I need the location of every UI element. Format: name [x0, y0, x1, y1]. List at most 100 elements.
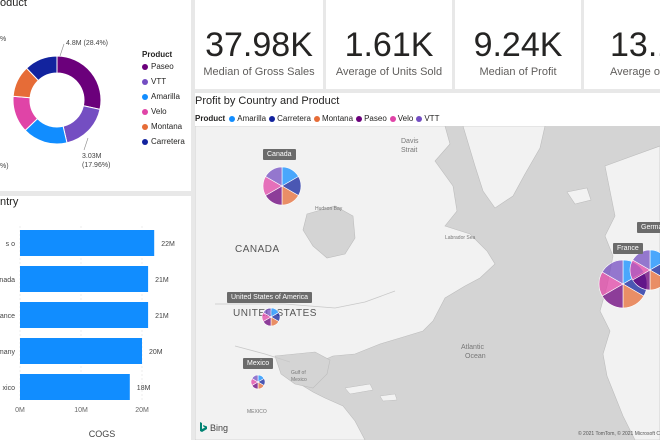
- map-legend-item-carretera[interactable]: Carretera: [269, 114, 311, 123]
- legend-label: Carretera: [151, 137, 185, 146]
- legend-dot-icon: [416, 115, 423, 122]
- donut-chart[interactable]: 4.8M (28.4%) 3.03M (17.96%)%)%: [0, 0, 191, 191]
- legend-dot-icon: [142, 63, 148, 70]
- bar-s-o[interactable]: [20, 230, 155, 256]
- card-label: Median of Gross Sales: [203, 66, 315, 78]
- legend-label: VTT: [424, 114, 440, 123]
- bar-ance[interactable]: [20, 302, 149, 328]
- legend-label: VTT: [151, 77, 167, 86]
- legend-label: Velo: [151, 107, 167, 116]
- donut-legend-item-carretera[interactable]: Carretera: [142, 137, 185, 146]
- bar-x-tick-label: 10M: [74, 407, 88, 414]
- map-legend-item-paseo[interactable]: Paseo: [356, 114, 387, 123]
- donut-legend-item-paseo[interactable]: Paseo: [142, 62, 185, 71]
- donut-legend-item-montana[interactable]: Montana: [142, 122, 185, 131]
- bar-many[interactable]: [20, 338, 142, 364]
- pie-marker-canada[interactable]: [262, 166, 302, 206]
- card-value: 13.1: [610, 26, 660, 64]
- legend-label: Amarilla: [151, 92, 180, 101]
- bar-category-label: nada: [0, 277, 15, 284]
- pie-slice: [649, 263, 660, 277]
- donut-data-label: 3.03M: [82, 153, 102, 160]
- bar-value-label: 22M: [161, 241, 175, 248]
- donut-data-label: (17.96%): [82, 162, 110, 169]
- card-label: Median of Profit: [479, 66, 557, 78]
- region-label-atlantic: Atlantic: [461, 344, 484, 351]
- legend-dot-icon: [269, 115, 276, 122]
- tooltip-france: France: [613, 243, 643, 254]
- legend-label: Montana: [321, 114, 354, 123]
- map-canvas[interactable]: CANADA UNITED STATES Davis Strait Hudson…: [195, 126, 660, 440]
- card-median-gross-sales: 37.98K Median of Gross Sales: [195, 0, 323, 89]
- map-copyright: © 2021 TomTom, © 2021 Microsoft C: [577, 431, 660, 437]
- legend-label: Paseo: [151, 62, 174, 71]
- pie-marker-germany[interactable]: [629, 249, 660, 291]
- map-legend: Product Amarilla Carretera Montana Paseo Vel…: [195, 114, 442, 123]
- bar-xico[interactable]: [20, 374, 130, 400]
- donut-legend-title: Product: [142, 50, 173, 59]
- tooltip-germany: Germa: [637, 222, 660, 233]
- legend-dot-icon: [229, 115, 236, 122]
- bar-chart[interactable]: 0M 10M 20M s o 22M nada 21M ance 21M many 20M xico 1…: [0, 196, 191, 440]
- donut-legend-item-velo[interactable]: Velo: [142, 107, 185, 116]
- donut-slice-carretera[interactable]: [25, 55, 58, 82]
- map-panel[interactable]: Profit by Country and Product Product Am…: [195, 93, 660, 440]
- pie-slice: [262, 307, 272, 318]
- donut-data-label: 4.8M (28.4%): [66, 40, 108, 47]
- map-legend-item-amarilla[interactable]: Amarilla: [229, 114, 266, 123]
- pie-slice: [251, 374, 259, 383]
- donut-leader-line: [59, 43, 65, 57]
- bar-category-label: many: [0, 349, 15, 356]
- bar-x-axis-label: COGS: [89, 429, 116, 439]
- legend-dot-icon: [142, 138, 148, 145]
- card-value: 1.61K: [344, 26, 434, 64]
- donut-chart-panel[interactable]: oduct 4.8M (28.4%) 3.03M (17.96%)%)% Produ…: [0, 0, 191, 191]
- legend-label: Montana: [151, 122, 183, 131]
- card-label: Average of Units Sold: [335, 66, 443, 78]
- bar-category-label: s o: [6, 241, 15, 248]
- bar-value-label: 18M: [137, 385, 151, 392]
- region-label-mexico: MEXICO: [247, 409, 267, 415]
- bar-value-label: 20M: [149, 349, 163, 356]
- donut-slice-paseo[interactable]: [56, 55, 102, 110]
- region-label-gulf-of: Gulf of: [291, 370, 306, 376]
- bar-category-label: ance: [0, 313, 15, 320]
- map-legend-item-vtt[interactable]: VTT: [416, 114, 439, 123]
- region-label-labrador-sea: Labrador Sea: [445, 235, 476, 241]
- legend-dot-icon: [142, 123, 148, 130]
- bar-chart-title: ntry: [0, 196, 19, 208]
- card-value: 9.24K: [473, 26, 563, 64]
- pie-marker-mexico[interactable]: [250, 374, 266, 390]
- region-label-canada: CANADA: [235, 244, 280, 255]
- bar-nada[interactable]: [20, 266, 149, 292]
- donut-data-label: %): [0, 163, 9, 170]
- map-legend-title: Product: [195, 114, 226, 123]
- map-title: Profit by Country and Product: [195, 95, 340, 107]
- map-pie-markers[interactable]: [195, 126, 660, 440]
- legend-label: Paseo: [364, 114, 387, 123]
- tooltip-mexico: Mexico: [243, 358, 274, 369]
- bar-x-tick-label: 0M: [15, 407, 25, 414]
- legend-label: Amarilla: [237, 114, 267, 123]
- donut-legend-item-vtt[interactable]: VTT: [142, 77, 185, 86]
- bar-x-tick-label: 20M: [135, 407, 149, 414]
- pie-marker-france[interactable]: [598, 259, 648, 309]
- map-legend-item-montana[interactable]: Montana: [313, 114, 354, 123]
- pie-marker-usa[interactable]: [261, 307, 281, 327]
- tooltip-canada: Canada: [263, 149, 296, 160]
- card-label: Average of D: [610, 66, 660, 78]
- donut-legend-item-amarilla[interactable]: Amarilla: [142, 92, 185, 101]
- pie-slice: [601, 259, 624, 285]
- bar-chart-panel[interactable]: ntry 0M 10M 20M s o 22M nada 21M ance 21M many 20M…: [0, 196, 191, 440]
- card-median-profit: 9.24K Median of Profit: [455, 0, 581, 89]
- tooltip-united-states: United States of America: [227, 292, 313, 303]
- region-label-ocean: Ocean: [465, 353, 486, 360]
- bar-category-label: xico: [3, 385, 16, 392]
- card-average-discount: 13.1 Average of D: [584, 0, 660, 89]
- donut-slice-vtt[interactable]: [62, 105, 101, 144]
- bing-icon: [200, 422, 207, 432]
- region-label-davis: Davis: [401, 138, 419, 145]
- legend-dot-icon: [142, 78, 148, 85]
- donut-legend: Product Paseo VTT Amarilla Velo Montana Carre…: [142, 50, 185, 152]
- map-legend-item-velo[interactable]: Velo: [389, 114, 413, 123]
